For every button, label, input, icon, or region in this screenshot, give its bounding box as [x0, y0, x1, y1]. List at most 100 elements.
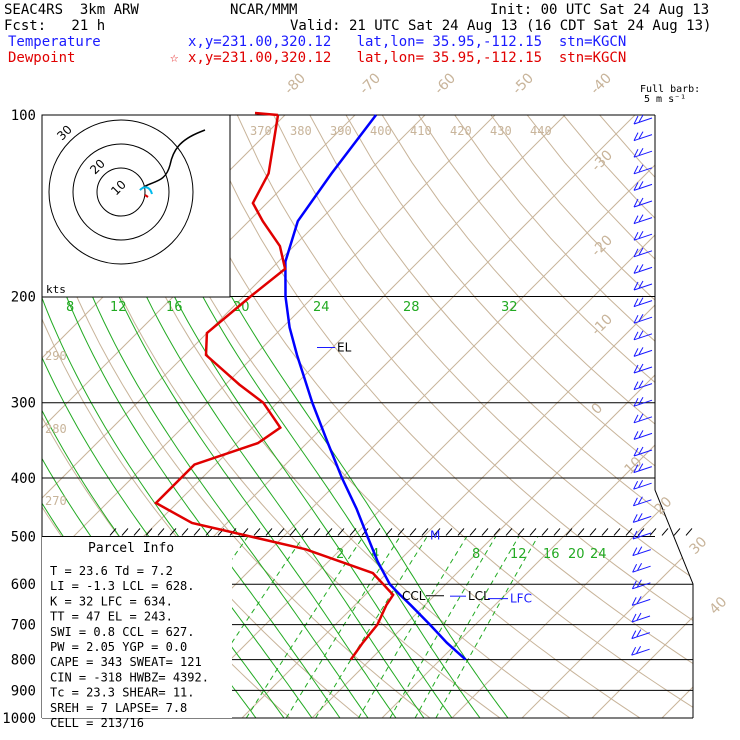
hatch-mark [397, 528, 405, 536]
wind-barb [633, 181, 653, 191]
wind-barb [633, 446, 653, 457]
hatch-mark [253, 528, 261, 536]
hatch-mark [265, 528, 273, 536]
hatch-mark [673, 528, 681, 536]
theta-tick-label: 400 [370, 124, 392, 138]
dry-adiabat [91, 115, 571, 718]
dry-adiabat [273, 115, 693, 718]
isotherm-tick-label: -20 [589, 232, 616, 259]
isotherm-line [311, 115, 693, 718]
wind-barb [633, 230, 653, 241]
dry-adiabat [526, 115, 693, 718]
hatch-mark [205, 528, 213, 536]
hatch-mark [421, 528, 429, 536]
temperature-legend-info: x,y=231.00,320.12 lat,lon= 35.95,-112.15… [188, 34, 627, 50]
hatch-mark [385, 528, 393, 536]
parcel-info-background [42, 537, 232, 718]
parcel-info-row: PW = 2.05 YGP = 0.0 [50, 640, 187, 654]
isotherm-tick-label: -80 [282, 70, 309, 97]
hatch-mark [625, 528, 633, 536]
dry-adiabat [599, 115, 693, 718]
mixing-ratio-label: 12 [110, 300, 127, 315]
pressure-tick-label: 500 [11, 529, 36, 545]
hatch-mark [349, 528, 357, 536]
barb-scale-note: Full barb: [640, 84, 701, 95]
hodograph-low-level-trace [139, 186, 153, 195]
isotherm-line [451, 115, 693, 718]
theta-tick-label: 370 [250, 124, 272, 138]
wind-barb [633, 247, 653, 258]
dry-adiabat [490, 115, 693, 718]
hatch-mark [373, 528, 381, 536]
isotherm-line [42, 115, 426, 718]
parcel-info-row: Tc = 23.3 SHEAR= 11. [50, 686, 195, 700]
isotherm-line [381, 115, 693, 718]
wind-barb [633, 363, 653, 374]
mixing-ratio-label: 16 [543, 547, 560, 562]
dry-adiabat [0, 115, 10, 718]
pressure-tick-label: 300 [11, 396, 36, 412]
mixing-ratio-label: 24 [590, 547, 607, 562]
isotherm-line [42, 115, 496, 718]
dry-adiabat [418, 115, 693, 718]
dry-adiabat [345, 115, 693, 718]
hatch-mark [493, 528, 501, 536]
pressure-tick-label: 700 [11, 618, 36, 634]
hodograph-ring [48, 119, 194, 265]
hatch-mark [601, 528, 609, 536]
parcel-info-row: CELL = 213/16 [50, 716, 144, 730]
parcel-info-title: Parcel Info [88, 541, 174, 556]
mixing-ratio-label: 20 [568, 547, 585, 562]
isotherm-line [661, 115, 693, 718]
hatch-mark [121, 528, 129, 536]
hatch-mark [445, 528, 453, 536]
pressure-tick-label: 1000 [2, 711, 36, 727]
wind-barb [632, 529, 652, 540]
isotherm-line [0, 115, 5, 718]
pressure-tick-label: 600 [11, 577, 36, 593]
dry-adiabat [42, 115, 431, 718]
parcel-info-row: SREH = 7 LAPSE= 7.8 [50, 701, 187, 715]
hodograph-frame [41, 114, 231, 298]
pressure-tick-label: 900 [11, 683, 36, 699]
hatch-mark [277, 528, 285, 536]
theta-tick-label: 420 [450, 124, 472, 138]
parcel-info-row: SWI = 0.8 CCL = 627. [50, 625, 195, 639]
theta-tick-label: 430 [490, 124, 512, 138]
wind-barb [631, 629, 650, 640]
mixing-ratio-label: 16 [166, 300, 183, 315]
theta-tick-label: 380 [290, 124, 312, 138]
lcl-label: LCL [468, 589, 490, 603]
isotherm-line [42, 115, 356, 718]
dewpoint-legend-label: Dewpoint [8, 50, 76, 66]
barb-scale-units: 5 m s⁻¹ [644, 94, 687, 105]
forecast-hour: Fcst: 21 h [4, 18, 106, 34]
parcel-info-row: LI = -1.3 LCL = 628. [50, 579, 195, 593]
lfc-label: LFC [510, 592, 532, 606]
dewpoint-legend-info: x,y=231.00,320.12 lat,lon= 35.95,-112.15… [188, 50, 627, 66]
hatch-mark [457, 528, 465, 536]
hatch-mark [157, 528, 165, 536]
parcel-info-row: CIN = -318 HWBZ= 4392. [50, 670, 209, 684]
dry-adiabat [55, 115, 501, 718]
parcel-info-box: Parcel Info T = 23.6 Td = 7.2LI = -1.3 LC… [42, 537, 232, 730]
dewpoint-profile [153, 114, 395, 661]
hatch-mark [301, 528, 309, 536]
wind-barb [632, 546, 651, 557]
hatch-mark [193, 528, 201, 536]
dry-adiabat [309, 115, 693, 718]
moist-adiabat [230, 296, 509, 718]
isotherm-tick-label: -70 [357, 70, 384, 97]
valid-time: Valid: 21 UTC Sat 24 Aug 13 (16 CDT Sat … [290, 18, 712, 34]
hatch-mark [145, 528, 153, 536]
mixing-ratio-line [435, 536, 539, 718]
hatch-mark [529, 528, 537, 536]
hatch-mark [481, 528, 489, 536]
hatch-mark [433, 528, 441, 536]
wind-barb [633, 147, 653, 158]
wind-barb [632, 513, 652, 523]
dry-adiabat [164, 115, 693, 718]
parcel-info-row: K = 32 LFC = 634. [50, 594, 173, 608]
wind-barb [632, 496, 652, 507]
right-frame [654, 115, 694, 718]
